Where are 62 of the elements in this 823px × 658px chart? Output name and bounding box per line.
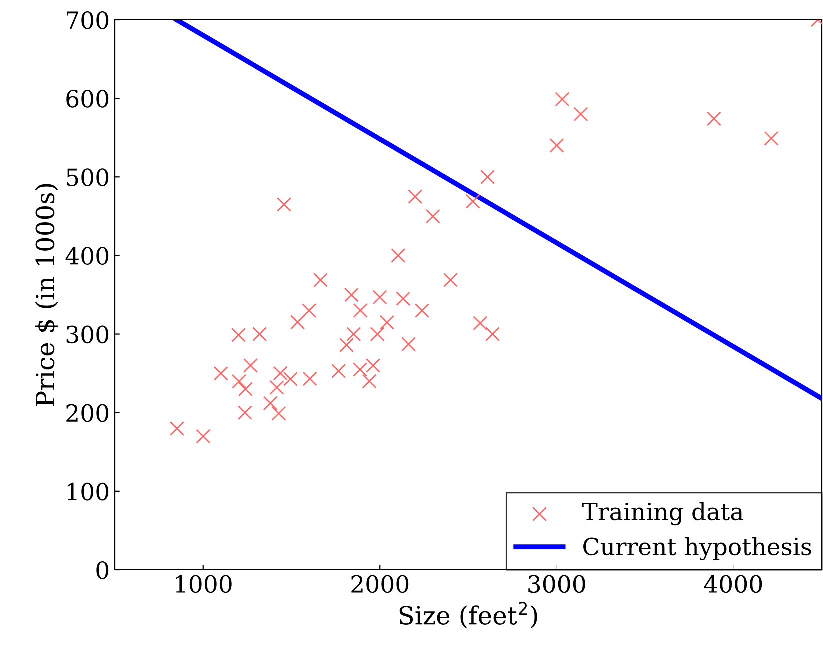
x-axis-title: Size (feet$^{2}$) xyxy=(400,602,538,629)
y-tick-label: 500 xyxy=(67,168,109,186)
point xyxy=(170,421,184,436)
point xyxy=(408,190,423,204)
y-tick-label: 0 xyxy=(96,561,109,580)
y-tick-label: 100 xyxy=(68,482,109,501)
point xyxy=(214,366,228,381)
legend-label: Training data xyxy=(582,502,744,526)
point xyxy=(290,315,306,330)
point xyxy=(480,170,496,184)
y-tick-label: 700 xyxy=(67,11,109,30)
point xyxy=(444,272,458,288)
y-tick-label: 400 xyxy=(66,247,109,266)
point xyxy=(332,364,346,378)
point xyxy=(231,328,246,342)
x-tick-label: 1000 xyxy=(176,575,232,594)
point xyxy=(353,303,368,318)
point xyxy=(370,327,385,342)
point xyxy=(196,429,211,444)
point xyxy=(353,362,368,377)
legend-label: Current hypothesis xyxy=(584,537,812,561)
x-tick-label: 3000 xyxy=(528,575,586,594)
point xyxy=(283,372,298,386)
point xyxy=(302,303,317,318)
point xyxy=(706,112,722,126)
point xyxy=(426,209,440,224)
point xyxy=(263,396,278,411)
point xyxy=(396,292,411,306)
point xyxy=(302,372,318,386)
point xyxy=(764,131,779,146)
point xyxy=(277,197,292,212)
point xyxy=(346,327,362,342)
point xyxy=(362,374,377,389)
point xyxy=(344,288,359,302)
point xyxy=(339,338,354,353)
x-tick-label: 2000 xyxy=(352,575,409,594)
y-axis-title: Price $ (in 1000s) xyxy=(35,184,58,406)
point xyxy=(243,358,258,373)
point xyxy=(238,406,252,420)
point xyxy=(366,358,381,373)
point xyxy=(473,316,488,331)
point xyxy=(372,290,388,305)
point xyxy=(574,107,588,122)
y-tick-label: 200 xyxy=(66,404,109,422)
point xyxy=(272,406,286,421)
point xyxy=(414,303,430,318)
point xyxy=(313,272,328,288)
point xyxy=(401,337,416,352)
point xyxy=(550,138,564,153)
point xyxy=(270,380,284,395)
point xyxy=(273,366,288,381)
y-tick-label: 600 xyxy=(66,90,109,108)
point xyxy=(252,327,268,342)
point xyxy=(238,382,253,397)
point xyxy=(232,374,247,389)
point xyxy=(466,194,480,209)
point xyxy=(485,327,500,342)
point xyxy=(391,248,406,263)
x-tick-label: 4000 xyxy=(704,575,762,594)
y-tick-label: 300 xyxy=(66,326,109,344)
point xyxy=(555,92,570,107)
point xyxy=(380,315,394,330)
